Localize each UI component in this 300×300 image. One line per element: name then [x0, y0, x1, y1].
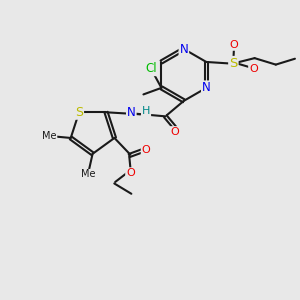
Text: H: H: [142, 106, 150, 116]
Text: N: N: [179, 43, 188, 56]
Text: O: O: [170, 127, 179, 137]
Text: Cl: Cl: [145, 62, 157, 75]
Text: S: S: [75, 106, 83, 119]
Text: N: N: [127, 106, 136, 119]
Text: O: O: [249, 64, 258, 74]
Text: O: O: [142, 145, 150, 155]
Text: N: N: [202, 81, 211, 94]
Text: Me: Me: [42, 131, 57, 142]
Text: O: O: [230, 40, 238, 50]
Text: Me: Me: [81, 169, 95, 179]
Text: O: O: [126, 168, 135, 178]
Text: S: S: [229, 57, 238, 70]
